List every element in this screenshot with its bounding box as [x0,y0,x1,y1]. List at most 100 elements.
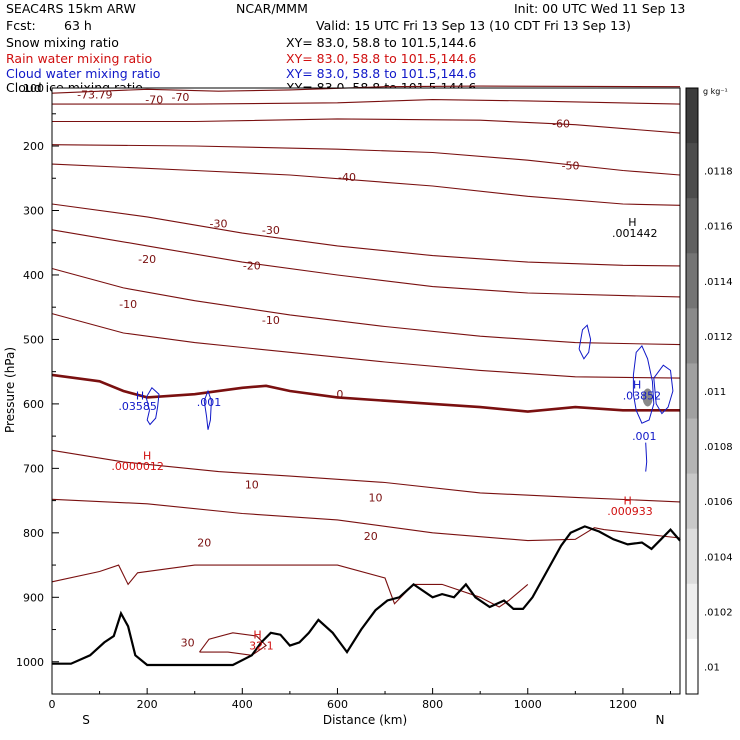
extremum-label: H [136,390,144,403]
extremum-label: 32.1 [249,640,274,653]
extremum-label: .000933 [607,505,653,518]
colorbar-segment [686,198,698,254]
y-tick-label: 900 [23,591,44,604]
extremum-label: .001 [197,396,222,409]
model-title: SEAC4RS 15km ARW [6,1,136,16]
y-tick-label-top: 100 [23,82,44,95]
colorbar-segment [686,528,698,585]
north-end-label: N [656,713,665,727]
temperature-contour [51,85,681,94]
temperature-contour [51,163,681,206]
plot-area [52,88,680,694]
x-tick-label: 200 [137,698,158,711]
temperature-contour-label: -73.79 [77,88,112,101]
colorbar-label: .0104 [704,552,733,563]
field-snow-xy: XY= 83.0, 58.8 to 101.5,144.6 [286,35,477,50]
extremum-label: H [628,216,636,229]
temperature-contour [52,118,681,134]
y-tick-label: 600 [23,398,44,411]
temperature-contour-label: -50 [562,159,580,172]
colorbar-segment [686,253,698,309]
temperature-contour-label: -10 [262,314,280,327]
forecast-hour: 63 h [64,18,92,33]
cloud-water-contour [203,389,212,430]
temperature-contour-label: 20 [364,530,378,543]
extremum-label: .03585 [118,400,157,413]
colorbar-label: .0118 [704,167,733,178]
y-tick-label: 200 [23,140,44,153]
temperature-contour-label: -10 [119,298,137,311]
temperature-contour [51,144,681,176]
colorbar-label: .0112 [704,332,733,343]
south-end-label: S [82,713,90,727]
temperature-contour-label: 20 [197,537,211,550]
colorbar-label: .011 [704,387,726,398]
axes: 0 200 400 600 800 1000 12002003004005006007008… [16,82,671,711]
temperature-contour [51,267,681,346]
temperature-contour-label: -60 [552,117,570,130]
x-tick-label: 1000 [514,698,542,711]
y-tick-label: 400 [23,269,44,282]
temperature-contour [51,203,681,267]
contour-labels: -73.79 -70 -70 -60 -50 -40 -30 -30 -20 -20 -10 -10 0… [77,88,661,652]
extremum-label: .0000012 [111,460,164,473]
cloud-water-contour [632,344,655,424]
cloud-water-contour [653,364,674,415]
temperature-contour-label: -40 [338,171,356,184]
y-tick-label: 300 [23,204,44,217]
field-snow-name: Snow mixing ratio [6,35,119,50]
temperature-contour-label: 0 [336,388,343,401]
temperature-contour-label: 10 [369,491,383,504]
colorbar: .0118 .0116 .0114 .0112 .011 .0108 .0106 .0104.… [685,87,733,695]
colorbar-segment [686,418,698,475]
colorbar-segment [686,638,698,695]
field-rain-name: Rain water mixing ratio [6,51,153,66]
colorbar-label: .0106 [704,497,733,508]
field-cloudwater-xy: XY= 83.0, 58.8 to 101.5,144.6 [286,66,477,81]
colorbar-label: .0114 [704,277,733,288]
extremum-label: .001 [632,430,657,443]
cloud-water-contours [145,324,674,472]
colorbar-segment [686,308,698,364]
extremum-label: H [624,495,632,508]
colorbar-label: .0116 [704,222,733,233]
y-tick-label: 800 [23,527,44,540]
temperature-contour-label: -70 [171,91,189,104]
colorbar-unit: g kg⁻¹ [703,87,728,96]
freezing-level-contour [51,373,680,413]
organization-label: NCAR/MMM [236,1,308,16]
temperature-contour-label: -30 [262,224,280,237]
terrain-line [52,525,681,667]
cloud-water-contour [578,324,592,360]
x-tick-label: 0 [49,698,56,711]
x-tick-label: 400 [232,698,253,711]
colorbar-frame [685,87,699,695]
x-tick-label: 600 [327,698,348,711]
extremum-label: H [253,629,261,642]
extremum-label: H [143,449,151,462]
temperature-contour-label: -30 [210,217,228,230]
extremum-label: H [633,379,641,392]
colorbar-segment [686,473,698,530]
temperature-contour [51,498,681,542]
extremum-label: .03852 [623,390,662,403]
x-tick-label: 1200 [609,698,637,711]
y-tick-label: 700 [23,462,44,475]
forecast-label: Fcst: [6,18,36,33]
colorbar-label: .0108 [704,442,733,453]
temperature-contours [51,85,681,656]
temperature-contour-label: -20 [243,259,261,272]
temperature-contour-label: -20 [138,253,156,266]
temperature-contour [51,313,681,379]
field-cloudwater-name: Cloud water mixing ratio [6,66,161,81]
colorbar-segment [686,143,698,199]
colorbar-segment [686,88,698,144]
terrain-profile [52,525,681,667]
field-rain-xy: XY= 83.0, 58.8 to 101.5,144.6 [286,51,477,66]
colorbar-label: .01 [704,662,720,673]
y-tick-label: 500 [23,333,44,346]
x-axis-label: Distance (km) [323,713,407,727]
temperature-contour-label: 30 [181,636,195,649]
colorbar-label: .0102 [704,607,733,618]
